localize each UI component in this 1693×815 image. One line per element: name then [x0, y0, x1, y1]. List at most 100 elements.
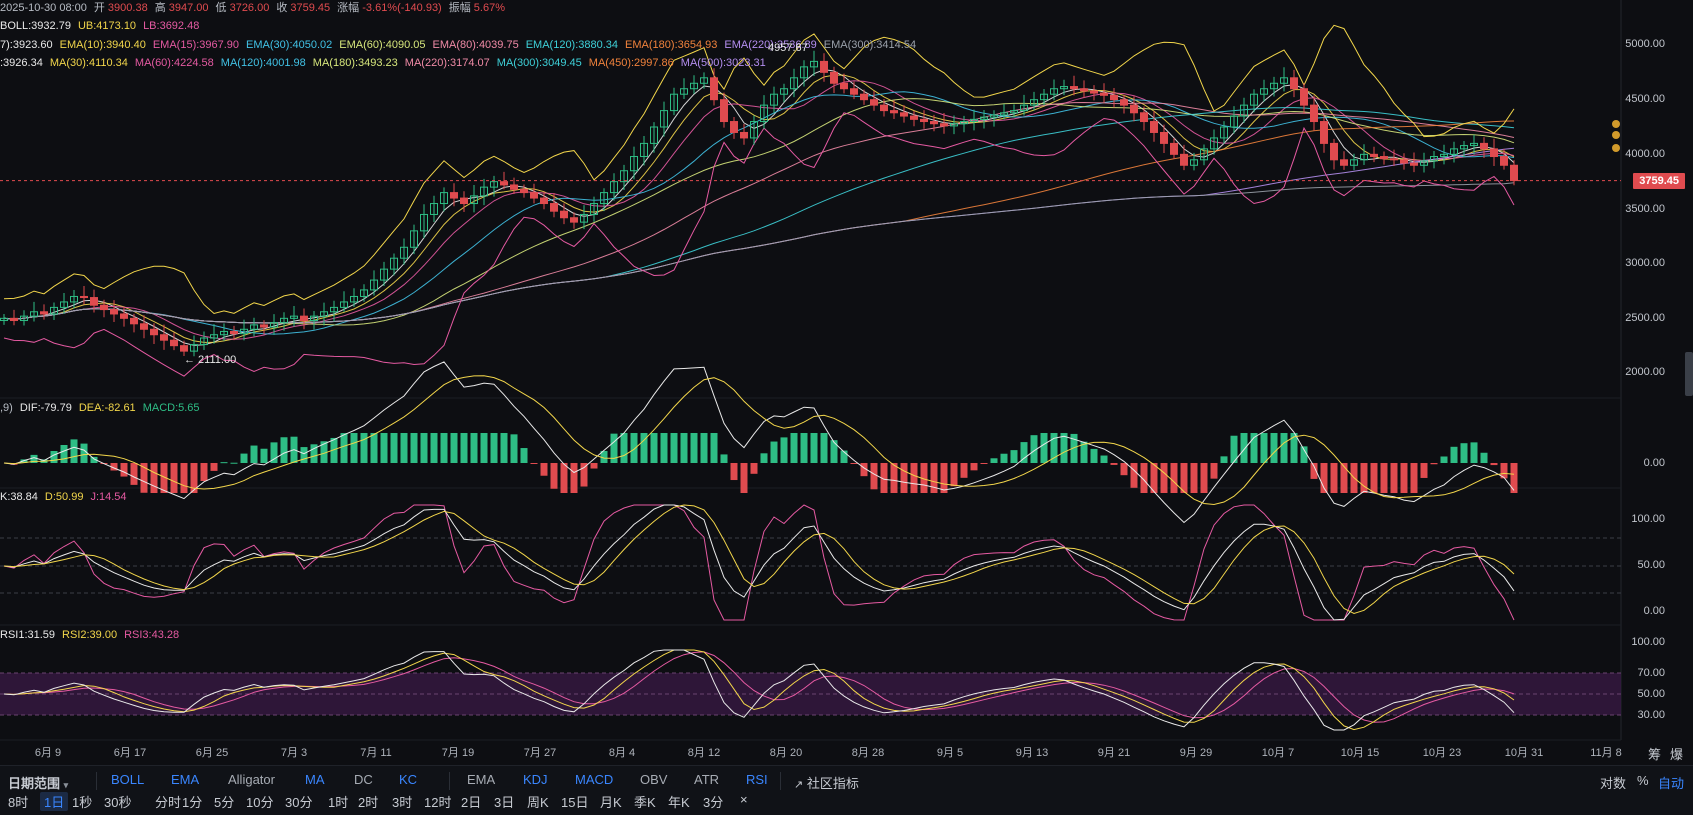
interval-7[interactable]: 10分 [246, 795, 274, 810]
macd-bar [1320, 463, 1328, 493]
main-indicator-ema[interactable]: EMA [171, 772, 200, 787]
interval-9[interactable]: 1时 [328, 795, 349, 810]
interval-2[interactable]: 1秒 [72, 795, 93, 810]
macd-bar [450, 433, 458, 463]
sub-indicator-rsi[interactable]: RSI [746, 772, 768, 787]
interval-12[interactable]: 12时 [424, 795, 452, 810]
macd-bar [90, 456, 98, 463]
interval-4[interactable]: 分时 [155, 795, 182, 810]
candle-body [960, 121, 968, 125]
interval-14[interactable]: 3日 [494, 795, 515, 810]
macd-bar [370, 433, 378, 463]
candle-body [780, 88, 788, 95]
candle-body [1260, 88, 1268, 95]
interval-3[interactable]: 30秒 [104, 795, 132, 810]
candle-body [1070, 86, 1078, 90]
panel-collapse-handle[interactable] [1685, 352, 1693, 396]
macd-bar [570, 463, 578, 493]
rsi-1: RSI1:31.59 [0, 629, 56, 641]
candle-body [210, 334, 218, 339]
interval-0[interactable]: 8时 [8, 795, 29, 810]
main-indicator-alligator[interactable]: Alligator [228, 772, 275, 787]
macd-bar [250, 445, 258, 463]
candle-body [100, 304, 108, 311]
candle-body [1380, 156, 1388, 160]
macd-bar [860, 463, 868, 477]
interval-17[interactable]: 月K [600, 795, 622, 810]
interval-20[interactable]: 3分 [703, 795, 724, 810]
macd-bar [260, 448, 268, 463]
candle-body [80, 295, 88, 299]
main-indicator-dc[interactable]: DC [354, 772, 373, 787]
interval-15[interactable]: 周K [527, 795, 549, 810]
ema-legend-item: EMA(15):3967.90 [152, 39, 240, 51]
sub-indicator-kdj[interactable]: KDJ [523, 772, 548, 787]
rsi-axis-50: 50.00 [1637, 688, 1665, 700]
event-dot-icon[interactable] [1612, 144, 1620, 152]
candle-body [620, 170, 628, 183]
macd-bar [490, 433, 498, 463]
macd-bar [1200, 463, 1208, 493]
interval-10[interactable]: 2时 [358, 795, 379, 810]
candle-body [1030, 99, 1038, 106]
chip-distribution-button[interactable]: 筹 [1648, 747, 1662, 762]
interval-18[interactable]: 季K [634, 795, 656, 810]
main-indicator-ma[interactable]: MA [305, 772, 325, 787]
sub-indicator-obv[interactable]: OBV [640, 772, 668, 787]
main-indicator-kc[interactable]: KC [399, 772, 418, 787]
macd-bar [890, 463, 898, 493]
macd-bar [610, 433, 618, 463]
interval-5[interactable]: 1分 [182, 795, 203, 810]
interval-16[interactable]: 15日 [561, 795, 589, 810]
ma-legend-item: MA(120):4001.98 [220, 57, 306, 69]
interval-8[interactable]: 30分 [285, 795, 313, 810]
interval-11[interactable]: 3时 [392, 795, 413, 810]
macd-bar [1290, 433, 1298, 463]
macd-bar [780, 437, 788, 463]
macd-bar [1360, 463, 1368, 493]
log-scale-toggle[interactable]: 对数 [1600, 776, 1627, 791]
sub-indicator-macd[interactable]: MACD [575, 772, 614, 787]
candle-body [1020, 104, 1028, 112]
interval-19[interactable]: 年K [668, 795, 690, 810]
interval-1[interactable]: 1日 [40, 792, 69, 811]
community-indicators-button[interactable]: ↗ 社区指标 [794, 773, 859, 792]
close-icon[interactable]: × [740, 792, 748, 807]
candle-body [290, 315, 298, 319]
macd-bar [960, 463, 968, 478]
amp-label: 振幅 [448, 2, 471, 14]
toolbar-separator [780, 772, 781, 790]
main-indicator-boll[interactable]: BOLL [111, 772, 145, 787]
auto-scale-toggle[interactable]: 自动 [1658, 776, 1685, 791]
candle-body [1060, 86, 1068, 90]
interval-13[interactable]: 2日 [461, 795, 482, 810]
macd-bar [1140, 463, 1148, 493]
event-dot-icon[interactable] [1612, 131, 1620, 139]
date-range-dropdown[interactable]: 日期范围 ▾ [8, 773, 68, 792]
interval-6[interactable]: 5分 [214, 795, 235, 810]
macd-bar [630, 433, 638, 463]
macd-bar [60, 445, 68, 463]
ema-legend-item: EMA(300):3414.54 [823, 39, 917, 51]
sub-indicator-ema[interactable]: EMA [467, 772, 496, 787]
candle-body [190, 344, 198, 352]
candle-body [390, 257, 398, 270]
event-dot-icon[interactable] [1612, 120, 1620, 128]
ma-curve-4 [3, 98, 1515, 326]
date-tick: 10月 23 [1422, 747, 1462, 759]
candle-body [1130, 104, 1138, 114]
ma-legend: :3926.34 MA(30):4110.34 MA(60):4224.58 MA(1… [0, 56, 766, 70]
macd-bar [540, 463, 548, 476]
sub-indicator-atr[interactable]: ATR [694, 772, 720, 787]
candle-body [610, 181, 618, 194]
candle-body [1250, 93, 1258, 106]
candle-body [870, 99, 878, 106]
macd-bar [1260, 433, 1268, 463]
rsi-3: RSI3:43.28 [124, 629, 180, 641]
macd-bar [620, 433, 628, 463]
candle-body [1420, 160, 1428, 166]
liquidation-button[interactable]: 爆 [1670, 747, 1684, 762]
percent-scale-toggle[interactable]: % [1637, 773, 1649, 788]
macd-bar [680, 433, 688, 463]
